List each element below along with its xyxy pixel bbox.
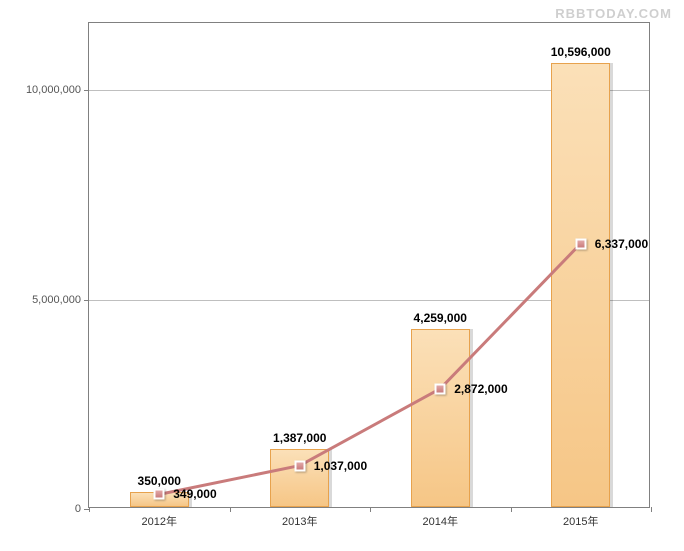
y-tick [84, 90, 89, 91]
x-tick-label: 2013年 [282, 513, 317, 529]
y-tick [84, 300, 89, 301]
x-tick [89, 507, 90, 512]
y-tick-label: 0 [75, 503, 81, 515]
line-value-label: 6,337,000 [595, 237, 648, 251]
x-tick-label: 2014年 [423, 513, 458, 529]
bar-value-label: 4,259,000 [414, 311, 467, 325]
bar [551, 63, 610, 507]
x-tick [370, 507, 371, 512]
line-value-label: 1,037,000 [314, 459, 367, 473]
x-tick [511, 507, 512, 512]
x-tick-label: 2012年 [142, 513, 177, 529]
line-value-label: 349,000 [173, 487, 216, 501]
y-tick-label: 10,000,000 [26, 84, 81, 96]
line-marker [575, 238, 586, 249]
chart-container: 0 5,000,000 10,000,000 2012年 350,000 2013年 1,3… [0, 0, 684, 551]
x-tick-label: 2015年 [563, 513, 598, 529]
bar [411, 329, 470, 507]
bar-value-label: 10,596,000 [551, 45, 611, 59]
plot-area: 05,000,00010,000,0002012年350,0002013年1,3… [88, 22, 650, 508]
x-tick [651, 507, 652, 512]
line-marker [294, 460, 305, 471]
bar-value-label: 350,000 [138, 474, 181, 488]
line-marker [435, 383, 446, 394]
line-marker [154, 489, 165, 500]
line-value-label: 2,872,000 [454, 382, 507, 396]
y-tick-label: 5,000,000 [32, 294, 81, 306]
bar-value-label: 1,387,000 [273, 431, 326, 445]
x-tick [230, 507, 231, 512]
